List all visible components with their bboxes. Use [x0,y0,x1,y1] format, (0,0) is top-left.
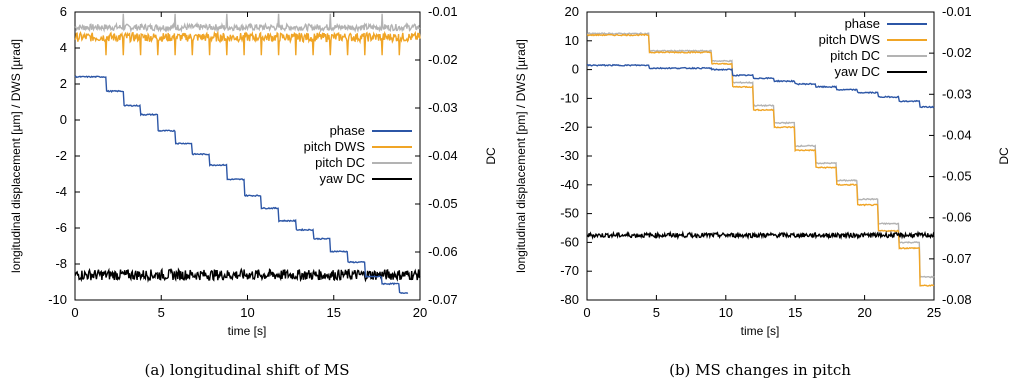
y-tick-label-left: 0 [572,62,579,77]
series-line-pitch-dc-b [587,32,935,280]
y-tick-label-left: 10 [565,33,579,48]
y-tick-label-left: 2 [60,76,67,91]
y-tick-label-right: -0.08 [942,292,972,307]
y-tick-label-left: -6 [55,220,67,235]
tick-group-b: 0 5 10 15 20 25 20 10 0 -10 -20 -30 -40 -50 -60 -70 -80 -… [560,4,971,320]
plot-frame-a [74,11,421,301]
y-tick-label-right: -0.05 [942,169,972,184]
y-tick-label-right: -0.07 [942,251,972,266]
y-axis-label-left-a: longitudinal displacement [µm] / DWS [µr… [9,39,23,273]
series-line-yaw-dc-b [586,230,935,241]
series-line-phase-a [74,75,409,295]
y-axis-label-right-a: DC [484,147,498,165]
y-tick-label-right: -0.06 [942,210,972,225]
y-tick-label-left: -50 [560,206,579,221]
y-tick-label-left: 4 [60,40,67,55]
legend-label-pitch-dc-a: pitch DC [315,155,365,170]
x-tick-label: 15 [327,305,341,320]
x-tick-label: 10 [240,305,254,320]
legend-label-pitch-dws-b: pitch DWS [819,32,881,47]
x-tick-label: 0 [71,305,78,320]
y-tick-label-right: -0.01 [942,4,972,19]
x-tick-label: 20 [413,305,427,320]
y-tick-label-right: -0.04 [942,127,972,142]
y-tick-label-right: -0.01 [428,4,458,19]
series-line-phase-b [587,63,935,109]
legend-label-yaw-dc-b: yaw DC [834,64,880,79]
y-tick-label-left: 20 [565,4,579,19]
x-tick-label: 5 [158,305,165,320]
series-line-pitch-dws-b [586,33,935,287]
x-tick-label: 0 [583,305,590,320]
series-line-pitch-dws-a [74,30,421,56]
x-axis-label-a: time [s] [228,324,267,338]
y-tick-label-right: -0.04 [428,148,458,163]
tick-group-a: 0 5 10 15 206420-2-4-6-8-10-0.01-0.02-0.03-0… [48,4,457,320]
legend-label-pitch-dws-a: pitch DWS [304,139,366,154]
legend-label-phase-a: phase [330,123,365,138]
caption-a: (a) longitudinal shift of MS [144,361,349,379]
series-line-yaw-dc-a [74,267,421,283]
series-group-b [586,32,935,287]
y-tick-label-left: -70 [560,263,579,278]
x-tick-label: 5 [653,305,660,320]
y-tick-label-left: -10 [560,90,579,105]
plot-frame-b [586,11,935,301]
y-tick-label-left: -30 [560,148,579,163]
y-tick-label-right: -0.03 [942,86,972,101]
y-tick-label-left: -40 [560,177,579,192]
series-group-a [74,13,421,295]
y-tick-label-left: 0 [60,112,67,127]
y-tick-label-right: -0.03 [428,100,458,115]
y-tick-label-left: 6 [60,4,67,19]
y-tick-label-left: -80 [560,292,579,307]
y-tick-label-left: -2 [55,148,67,163]
x-tick-label: 15 [788,305,802,320]
y-axis-label-right-b: DC [997,147,1010,165]
y-axis-label-left-b: longitudinal displacement [pm] / DWS [µr… [514,39,528,273]
series-line-pitch-dc-a [74,13,421,34]
caption-b: (b) MS changes in pitch [669,361,851,379]
legend-b: phase pitch DWS pitch DC yaw DC [819,16,927,79]
y-tick-label-right: -0.05 [428,196,458,211]
panel-b: 0 5 10 15 20 25 20 10 0 -10 -20 -30 -40 -50 -60 -70 -80 -… [514,4,1010,379]
y-tick-label-left: -8 [55,256,67,271]
x-tick-label: 20 [857,305,871,320]
panel-a: 0 5 10 15 206420-2-4-6-8-10-0.01-0.02-0.03-0… [9,4,498,379]
y-tick-label-left: -20 [560,119,579,134]
y-tick-label-left: -10 [48,292,67,307]
legend-label-yaw-dc-a: yaw DC [319,171,365,186]
y-tick-label-left: -4 [55,184,67,199]
y-tick-label-right: -0.06 [428,244,458,259]
x-tick-label: 10 [719,305,733,320]
x-tick-label: 25 [927,305,941,320]
y-tick-label-right: -0.02 [428,52,458,67]
legend-label-phase-b: phase [845,16,880,31]
legend-a: phase pitch DWS pitch DC yaw DC [304,123,412,186]
y-tick-label-right: -0.07 [428,292,458,307]
y-tick-label-right: -0.02 [942,45,972,60]
x-axis-label-b: time [s] [741,324,780,338]
y-tick-label-left: -60 [560,234,579,249]
legend-label-pitch-dc-b: pitch DC [830,48,880,63]
